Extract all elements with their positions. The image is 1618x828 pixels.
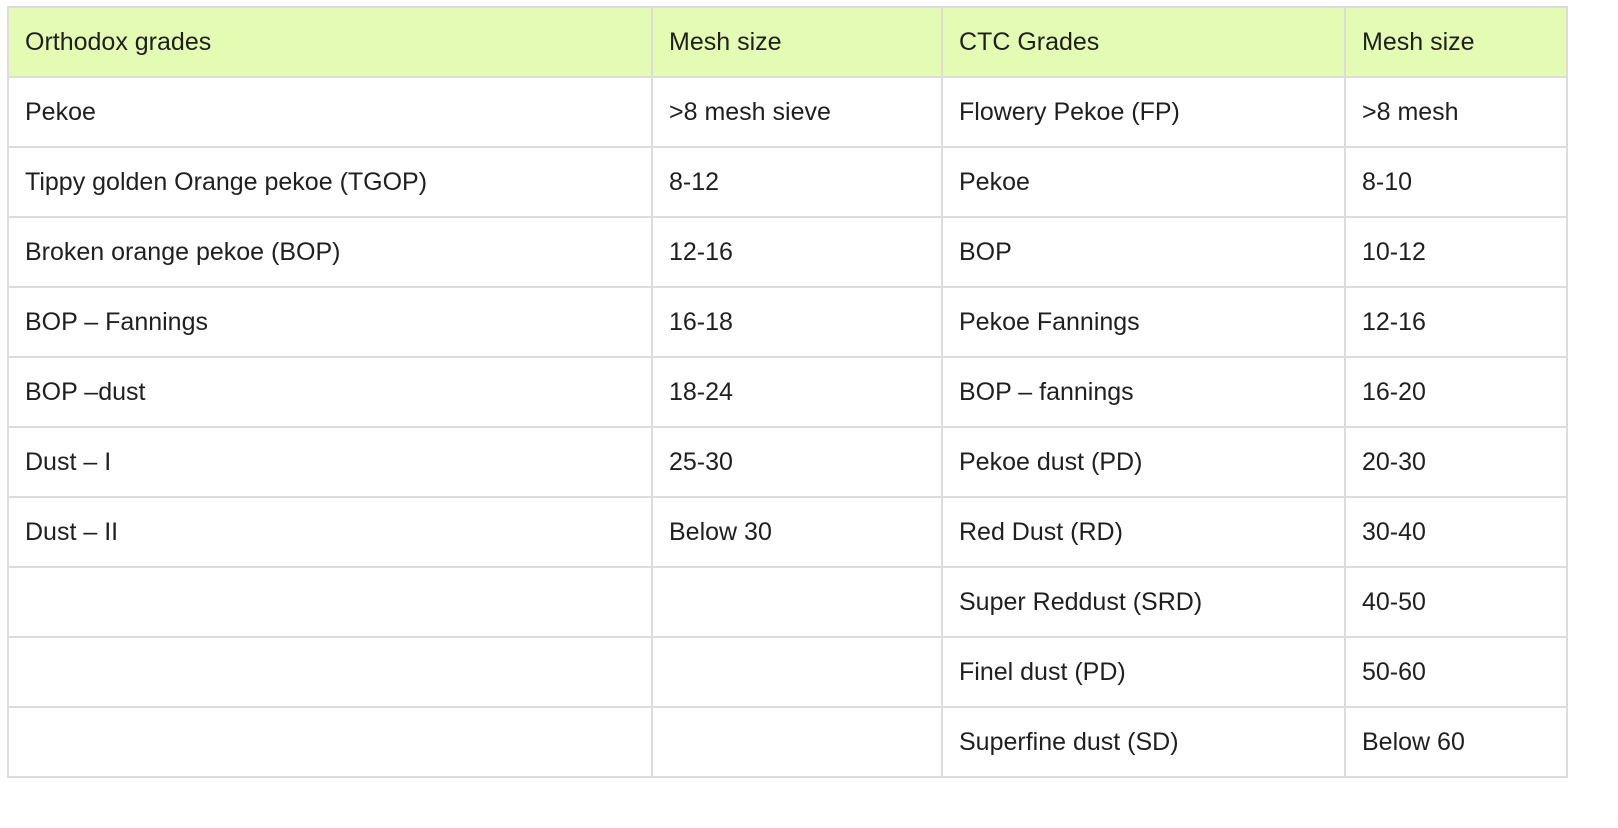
table-row: BOP – Fannings 16-18 Pekoe Fannings 12-1… [7, 286, 1568, 358]
ctc-mesh-cell: >8 mesh [1344, 76, 1568, 148]
ctc-grade-cell: Superfine dust (SD) [941, 706, 1346, 778]
header-orthodox-grades: Orthodox grades [7, 6, 653, 78]
table-row: Broken orange pekoe (BOP) 12-16 BOP 10-1… [7, 216, 1568, 288]
ctc-grade-cell: BOP [941, 216, 1346, 288]
orthodox-grade-cell: Tippy golden Orange pekoe (TGOP) [7, 146, 653, 218]
ctc-mesh-cell: 30-40 [1344, 496, 1568, 568]
ctc-mesh-cell: 12-16 [1344, 286, 1568, 358]
ctc-grade-cell: Red Dust (RD) [941, 496, 1346, 568]
orthodox-grade-cell: Broken orange pekoe (BOP) [7, 216, 653, 288]
table-row: Dust – II Below 30 Red Dust (RD) 30-40 [7, 496, 1568, 568]
table-row: BOP –dust 18-24 BOP – fannings 16-20 [7, 356, 1568, 428]
orthodox-grade-cell [7, 706, 653, 778]
ctc-grade-cell: Pekoe [941, 146, 1346, 218]
table-row: Tippy golden Orange pekoe (TGOP) 8-12 Pe… [7, 146, 1568, 218]
table-row: Super Reddust (SRD) 40-50 [7, 566, 1568, 638]
ctc-mesh-cell: 8-10 [1344, 146, 1568, 218]
orthodox-mesh-cell: >8 mesh sieve [651, 76, 943, 148]
orthodox-grade-cell: Pekoe [7, 76, 653, 148]
ctc-grade-cell: Super Reddust (SRD) [941, 566, 1346, 638]
table-row: Finel dust (PD) 50-60 [7, 636, 1568, 708]
header-ctc-grades: CTC Grades [941, 6, 1346, 78]
ctc-grade-cell: Flowery Pekoe (FP) [941, 76, 1346, 148]
grades-table-container: Orthodox grades Mesh size CTC Grades Mes… [7, 6, 1568, 778]
orthodox-mesh-cell [651, 566, 943, 638]
orthodox-grade-cell [7, 566, 653, 638]
table-row: Superfine dust (SD) Below 60 [7, 706, 1568, 778]
orthodox-grade-cell: Dust – I [7, 426, 653, 498]
orthodox-mesh-cell: 16-18 [651, 286, 943, 358]
orthodox-mesh-cell: 25-30 [651, 426, 943, 498]
ctc-grade-cell: Pekoe Fannings [941, 286, 1346, 358]
ctc-grade-cell: Pekoe dust (PD) [941, 426, 1346, 498]
orthodox-grade-cell: BOP – Fannings [7, 286, 653, 358]
header-ctc-mesh-size: Mesh size [1344, 6, 1568, 78]
orthodox-mesh-cell: Below 30 [651, 496, 943, 568]
ctc-mesh-cell: 10-12 [1344, 216, 1568, 288]
ctc-mesh-cell: 20-30 [1344, 426, 1568, 498]
tea-grades-table: Orthodox grades Mesh size CTC Grades Mes… [7, 6, 1568, 778]
table-row: Pekoe >8 mesh sieve Flowery Pekoe (FP) >… [7, 76, 1568, 148]
ctc-mesh-cell: 50-60 [1344, 636, 1568, 708]
ctc-mesh-cell: 16-20 [1344, 356, 1568, 428]
header-row: Orthodox grades Mesh size CTC Grades Mes… [7, 6, 1568, 78]
ctc-grade-cell: Finel dust (PD) [941, 636, 1346, 708]
orthodox-mesh-cell [651, 636, 943, 708]
orthodox-mesh-cell: 12-16 [651, 216, 943, 288]
orthodox-grade-cell [7, 636, 653, 708]
orthodox-mesh-cell: 8-12 [651, 146, 943, 218]
header-orthodox-mesh-size: Mesh size [651, 6, 943, 78]
orthodox-mesh-cell [651, 706, 943, 778]
ctc-mesh-cell: 40-50 [1344, 566, 1568, 638]
table-row: Dust – I 25-30 Pekoe dust (PD) 20-30 [7, 426, 1568, 498]
orthodox-mesh-cell: 18-24 [651, 356, 943, 428]
ctc-mesh-cell: Below 60 [1344, 706, 1568, 778]
ctc-grade-cell: BOP – fannings [941, 356, 1346, 428]
orthodox-grade-cell: Dust – II [7, 496, 653, 568]
orthodox-grade-cell: BOP –dust [7, 356, 653, 428]
